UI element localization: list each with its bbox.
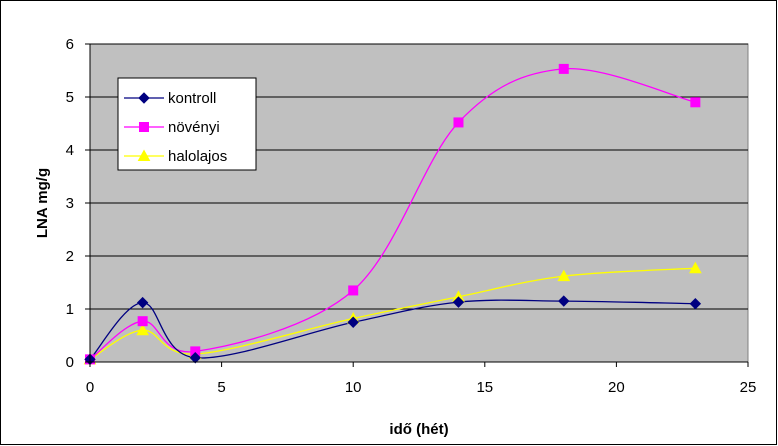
x-tick-label-25: 25 (740, 379, 757, 396)
series-line-halolajos (89, 267, 696, 360)
legend-marker-kontroll (138, 92, 150, 104)
data-point-növényi-14 (453, 117, 464, 128)
legend-marker-növényi (139, 122, 149, 132)
y-tick-label-6: 6 (66, 36, 74, 53)
data-point-kontroll-10 (347, 316, 359, 328)
x-axis-title: idő (hét) (389, 421, 448, 438)
data-point-halolajos-2 (136, 323, 149, 336)
legend-label-halolajos: halolajos (168, 148, 227, 165)
legend-label-növényi: növényi (168, 119, 220, 136)
data-point-kontroll-18 (558, 295, 570, 307)
data-point-halolajos-18 (557, 269, 571, 282)
legend-marker-halolajos (137, 149, 151, 161)
y-tick-label-5: 5 (66, 89, 74, 106)
data-point-növényi-18 (558, 63, 569, 74)
legend-label-kontroll: kontroll (168, 90, 216, 107)
legend: kontroll növényi halolajos (117, 77, 257, 171)
data-point-növényi-10 (348, 285, 359, 296)
y-tick-label-0: 0 (66, 354, 74, 371)
data-point-kontroll-23 (689, 297, 702, 310)
x-tick-label-15: 15 (476, 379, 493, 396)
data-point-kontroll-14 (452, 296, 465, 308)
y-tick-labels: 0 1 2 3 4 5 6 (66, 36, 74, 371)
data-point-növényi-2 (137, 316, 148, 327)
data-point-növényi-23 (690, 97, 701, 108)
data-point-kontroll-4 (189, 352, 201, 364)
x-tick-label-20: 20 (608, 379, 625, 396)
data-point-halolajos-23 (689, 261, 702, 274)
y-tick-label-2: 2 (66, 248, 74, 265)
y-tick-label-4: 4 (66, 142, 74, 159)
y-axis-title: LNA mg/g (34, 168, 51, 238)
y-tick-label-1: 1 (66, 301, 74, 318)
data-point-kontroll-2 (136, 296, 149, 309)
x-tick-labels: 0 5 10 15 20 25 (86, 379, 757, 396)
axes (85, 43, 749, 367)
y-tick-label-3: 3 (66, 195, 74, 212)
x-tick-label-10: 10 (345, 379, 362, 396)
x-tick-label-0: 0 (86, 379, 94, 396)
x-tick-label-5: 5 (217, 379, 225, 396)
